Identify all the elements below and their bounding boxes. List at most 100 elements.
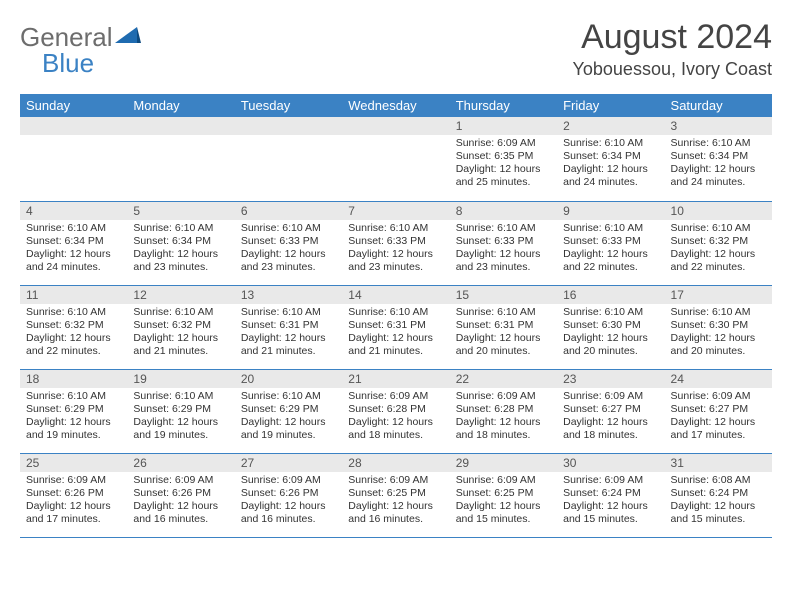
day-number: 27 <box>235 454 342 472</box>
dayname-sat: Saturday <box>665 94 772 117</box>
daylight-line: Daylight: 12 hours and 18 minutes. <box>348 416 443 442</box>
location-label: Yobouessou, Ivory Coast <box>573 59 772 80</box>
sunset-line: Sunset: 6:33 PM <box>563 235 658 248</box>
sunrise-line: Sunrise: 6:09 AM <box>348 474 443 487</box>
sunrise-line: Sunrise: 6:10 AM <box>348 306 443 319</box>
day-number: 24 <box>665 370 772 388</box>
sunset-line: Sunset: 6:29 PM <box>241 403 336 416</box>
day-info: Sunrise: 6:10 AMSunset: 6:29 PMDaylight:… <box>235 388 342 447</box>
calendar-cell: 2Sunrise: 6:10 AMSunset: 6:34 PMDaylight… <box>557 117 664 201</box>
sunset-line: Sunset: 6:27 PM <box>563 403 658 416</box>
calendar-cell: 4Sunrise: 6:10 AMSunset: 6:34 PMDaylight… <box>20 201 127 285</box>
sunset-line: Sunset: 6:34 PM <box>26 235 121 248</box>
day-number: 31 <box>665 454 772 472</box>
sunrise-line: Sunrise: 6:10 AM <box>133 306 228 319</box>
daylight-line: Daylight: 12 hours and 25 minutes. <box>456 163 551 189</box>
calendar-cell: 5Sunrise: 6:10 AMSunset: 6:34 PMDaylight… <box>127 201 234 285</box>
day-info: Sunrise: 6:08 AMSunset: 6:24 PMDaylight:… <box>665 472 772 531</box>
day-number: 7 <box>342 202 449 220</box>
day-info: Sunrise: 6:10 AMSunset: 6:31 PMDaylight:… <box>342 304 449 363</box>
day-number: 14 <box>342 286 449 304</box>
sunrise-line: Sunrise: 6:09 AM <box>563 474 658 487</box>
sunset-line: Sunset: 6:25 PM <box>348 487 443 500</box>
daylight-line: Daylight: 12 hours and 23 minutes. <box>456 248 551 274</box>
calendar-cell: 24Sunrise: 6:09 AMSunset: 6:27 PMDayligh… <box>665 369 772 453</box>
sunset-line: Sunset: 6:31 PM <box>348 319 443 332</box>
day-info: Sunrise: 6:10 AMSunset: 6:29 PMDaylight:… <box>127 388 234 447</box>
day-info: Sunrise: 6:10 AMSunset: 6:33 PMDaylight:… <box>557 220 664 279</box>
sunset-line: Sunset: 6:29 PM <box>26 403 121 416</box>
daylight-line: Daylight: 12 hours and 19 minutes. <box>26 416 121 442</box>
sunset-line: Sunset: 6:26 PM <box>26 487 121 500</box>
day-number: 20 <box>235 370 342 388</box>
sunrise-line: Sunrise: 6:10 AM <box>348 222 443 235</box>
daylight-line: Daylight: 12 hours and 16 minutes. <box>348 500 443 526</box>
sunrise-line: Sunrise: 6:10 AM <box>241 306 336 319</box>
calendar-cell: 22Sunrise: 6:09 AMSunset: 6:28 PMDayligh… <box>450 369 557 453</box>
daylight-line: Daylight: 12 hours and 20 minutes. <box>456 332 551 358</box>
calendar-cell: 17Sunrise: 6:10 AMSunset: 6:30 PMDayligh… <box>665 285 772 369</box>
sunset-line: Sunset: 6:29 PM <box>133 403 228 416</box>
calendar-cell: 8Sunrise: 6:10 AMSunset: 6:33 PMDaylight… <box>450 201 557 285</box>
calendar-cell: 15Sunrise: 6:10 AMSunset: 6:31 PMDayligh… <box>450 285 557 369</box>
calendar-cell: 10Sunrise: 6:10 AMSunset: 6:32 PMDayligh… <box>665 201 772 285</box>
day-number-empty <box>20 117 127 135</box>
calendar-cell: 31Sunrise: 6:08 AMSunset: 6:24 PMDayligh… <box>665 453 772 537</box>
daylight-line: Daylight: 12 hours and 18 minutes. <box>456 416 551 442</box>
sunrise-line: Sunrise: 6:10 AM <box>563 306 658 319</box>
sunrise-line: Sunrise: 6:09 AM <box>456 474 551 487</box>
sunset-line: Sunset: 6:34 PM <box>671 150 766 163</box>
brand-word-2: Blue <box>42 48 94 79</box>
dayname-wed: Wednesday <box>342 94 449 117</box>
day-number: 8 <box>450 202 557 220</box>
day-info: Sunrise: 6:10 AMSunset: 6:33 PMDaylight:… <box>235 220 342 279</box>
sunrise-line: Sunrise: 6:10 AM <box>241 222 336 235</box>
day-info: Sunrise: 6:10 AMSunset: 6:32 PMDaylight:… <box>127 304 234 363</box>
calendar-cell: 20Sunrise: 6:10 AMSunset: 6:29 PMDayligh… <box>235 369 342 453</box>
sunset-line: Sunset: 6:28 PM <box>456 403 551 416</box>
sunset-line: Sunset: 6:31 PM <box>456 319 551 332</box>
sunset-line: Sunset: 6:35 PM <box>456 150 551 163</box>
day-number: 6 <box>235 202 342 220</box>
day-info: Sunrise: 6:10 AMSunset: 6:33 PMDaylight:… <box>342 220 449 279</box>
calendar-week: 18Sunrise: 6:10 AMSunset: 6:29 PMDayligh… <box>20 369 772 453</box>
calendar-cell: 6Sunrise: 6:10 AMSunset: 6:33 PMDaylight… <box>235 201 342 285</box>
sunrise-line: Sunrise: 6:10 AM <box>671 222 766 235</box>
day-number: 29 <box>450 454 557 472</box>
calendar-cell: 12Sunrise: 6:10 AMSunset: 6:32 PMDayligh… <box>127 285 234 369</box>
sunrise-line: Sunrise: 6:10 AM <box>456 222 551 235</box>
calendar-cell: 23Sunrise: 6:09 AMSunset: 6:27 PMDayligh… <box>557 369 664 453</box>
day-info: Sunrise: 6:09 AMSunset: 6:35 PMDaylight:… <box>450 135 557 194</box>
day-info: Sunrise: 6:10 AMSunset: 6:32 PMDaylight:… <box>665 220 772 279</box>
sunset-line: Sunset: 6:27 PM <box>671 403 766 416</box>
day-number: 10 <box>665 202 772 220</box>
calendar-cell: 3Sunrise: 6:10 AMSunset: 6:34 PMDaylight… <box>665 117 772 201</box>
sunset-line: Sunset: 6:32 PM <box>671 235 766 248</box>
day-number: 2 <box>557 117 664 135</box>
day-info: Sunrise: 6:10 AMSunset: 6:34 PMDaylight:… <box>557 135 664 194</box>
page-title: August 2024 <box>573 18 772 57</box>
calendar-cell: 27Sunrise: 6:09 AMSunset: 6:26 PMDayligh… <box>235 453 342 537</box>
day-number: 17 <box>665 286 772 304</box>
day-info: Sunrise: 6:09 AMSunset: 6:24 PMDaylight:… <box>557 472 664 531</box>
calendar-cell: 1Sunrise: 6:09 AMSunset: 6:35 PMDaylight… <box>450 117 557 201</box>
daylight-line: Daylight: 12 hours and 15 minutes. <box>671 500 766 526</box>
sunset-line: Sunset: 6:32 PM <box>26 319 121 332</box>
calendar-cell: 11Sunrise: 6:10 AMSunset: 6:32 PMDayligh… <box>20 285 127 369</box>
sunset-line: Sunset: 6:34 PM <box>563 150 658 163</box>
calendar-cell: 9Sunrise: 6:10 AMSunset: 6:33 PMDaylight… <box>557 201 664 285</box>
sunset-line: Sunset: 6:33 PM <box>348 235 443 248</box>
daylight-line: Daylight: 12 hours and 21 minutes. <box>241 332 336 358</box>
day-number: 13 <box>235 286 342 304</box>
day-info: Sunrise: 6:10 AMSunset: 6:32 PMDaylight:… <box>20 304 127 363</box>
calendar-cell: 30Sunrise: 6:09 AMSunset: 6:24 PMDayligh… <box>557 453 664 537</box>
day-number: 4 <box>20 202 127 220</box>
sunset-line: Sunset: 6:33 PM <box>241 235 336 248</box>
dayname-thu: Thursday <box>450 94 557 117</box>
daylight-line: Daylight: 12 hours and 16 minutes. <box>241 500 336 526</box>
calendar-cell: 26Sunrise: 6:09 AMSunset: 6:26 PMDayligh… <box>127 453 234 537</box>
daylight-line: Daylight: 12 hours and 20 minutes. <box>671 332 766 358</box>
daylight-line: Daylight: 12 hours and 23 minutes. <box>241 248 336 274</box>
day-number: 18 <box>20 370 127 388</box>
day-info: Sunrise: 6:09 AMSunset: 6:28 PMDaylight:… <box>450 388 557 447</box>
